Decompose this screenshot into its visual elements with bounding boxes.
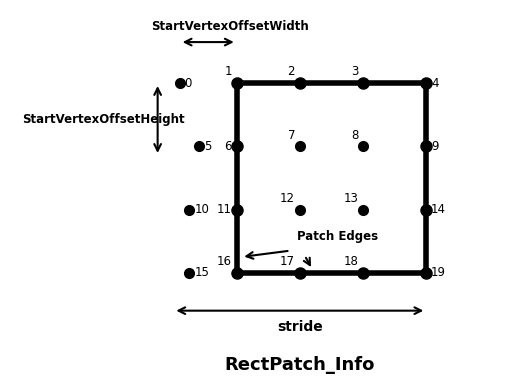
Text: 9: 9 bbox=[430, 140, 438, 153]
Text: 1: 1 bbox=[224, 66, 231, 78]
Text: 14: 14 bbox=[430, 203, 445, 216]
Text: RectPatch_Info: RectPatch_Info bbox=[224, 357, 374, 374]
Text: StartVertexOffsetHeight: StartVertexOffsetHeight bbox=[23, 113, 185, 126]
Text: 16: 16 bbox=[217, 255, 231, 268]
Text: 19: 19 bbox=[430, 266, 445, 279]
Text: 12: 12 bbox=[280, 192, 294, 205]
Text: 5: 5 bbox=[204, 140, 212, 153]
Text: 8: 8 bbox=[350, 129, 358, 142]
Text: 2: 2 bbox=[287, 66, 294, 78]
Text: 11: 11 bbox=[217, 203, 231, 216]
Text: 13: 13 bbox=[343, 192, 358, 205]
Text: stride: stride bbox=[276, 320, 322, 334]
Text: 0: 0 bbox=[184, 77, 191, 90]
Text: 10: 10 bbox=[194, 203, 210, 216]
Text: StartVertexOffsetWidth: StartVertexOffsetWidth bbox=[151, 20, 309, 32]
Text: 15: 15 bbox=[194, 266, 210, 279]
Text: 4: 4 bbox=[430, 77, 438, 90]
Text: 17: 17 bbox=[280, 255, 294, 268]
Text: 3: 3 bbox=[350, 66, 358, 78]
Text: 18: 18 bbox=[343, 255, 358, 268]
Bar bbox=[236, 83, 425, 273]
Text: Patch Edges: Patch Edges bbox=[296, 230, 377, 243]
Text: 7: 7 bbox=[287, 129, 294, 142]
Text: 6: 6 bbox=[224, 140, 231, 153]
